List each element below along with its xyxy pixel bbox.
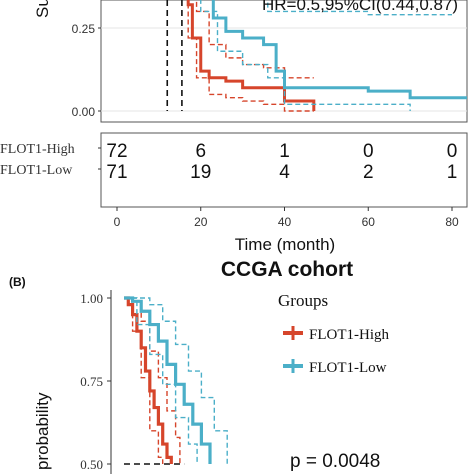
x-tick-label: 20: [194, 215, 208, 229]
series-a: [186, 0, 467, 112]
y-tick-label-a: 0.25: [72, 22, 96, 36]
risk-count: 1: [447, 162, 458, 183]
y-tick-label-b: 0.50: [80, 457, 103, 472]
risk-count: 72: [106, 141, 127, 162]
y-ticks-a: 0.25 0.00: [72, 22, 101, 119]
series-group-FLOT1-Low: [200, 0, 467, 111]
x-axis-label: Time (month): [235, 235, 335, 254]
median-lines-a: [166, 0, 183, 111]
risk-count: 71: [106, 162, 127, 183]
y-tick-label-b: 0.75: [80, 374, 103, 389]
ci-lower-FLOT1-Low: [200, 0, 411, 111]
survival-line-b-FLOT1-Low: [124, 296, 212, 464]
legend-label: FLOT1-High: [309, 327, 389, 343]
y-axis-label-b: probability: [33, 392, 52, 470]
risk-table-area: [100, 132, 468, 208]
chart-title-b: CCGA cohort: [221, 258, 353, 281]
risk-count: 4: [279, 162, 290, 183]
x-tick-label: 0: [114, 215, 121, 229]
legend-b: Groups FLOT1-High FLOT1-Low: [278, 291, 389, 376]
risk-count: 0: [447, 141, 458, 162]
ci-lower-FLOT1-High: [187, 0, 314, 112]
risk-count: 6: [195, 141, 206, 162]
series-b: [124, 296, 228, 465]
risk-count: 2: [363, 162, 374, 183]
risk-count: 1: [279, 141, 290, 162]
y-tick-label-b: 1.00: [80, 291, 103, 306]
y-ticks-b: 1.00 0.75 0.50: [80, 291, 111, 472]
legend-items: FLOT1-High FLOT1-Low: [283, 326, 389, 376]
ci-lower-b-FLOT1-High: [124, 297, 164, 464]
hr-annotation: HR=0.5,95%CI(0.44,0.87): [262, 0, 458, 14]
ci-upper-b-FLOT1-Low: [124, 297, 228, 464]
p-value-annotation: p = 0.0048: [290, 451, 380, 472]
survival-line-b-FLOT1-High: [124, 296, 173, 464]
y-tick-label-a: 0.00: [72, 105, 96, 119]
legend-label: FLOT1-Low: [309, 360, 387, 376]
risk-x-ticks: 0 20 40 60 80: [114, 207, 459, 229]
y-axis-label-a: Su: [33, 0, 52, 18]
risk-row-label: FLOT1-Low: [0, 163, 73, 178]
x-tick-label: 80: [445, 215, 459, 229]
ci-upper-FLOT1-High: [195, 0, 314, 79]
risk-row-label: FLOT1-High: [0, 142, 75, 157]
x-tick-label: 40: [278, 215, 292, 229]
legend-title: Groups: [278, 291, 328, 310]
survival-line-FLOT1-Low: [211, 0, 467, 100]
series-group-FLOT1-High: [186, 0, 316, 112]
survival-line-FLOT1-High: [186, 0, 316, 111]
ci-lower-b-FLOT1-Low: [124, 297, 198, 464]
x-tick-label: 60: [362, 215, 376, 229]
risk-count: 19: [190, 162, 211, 183]
km-plot-b: (B) CCGA cohort probability 1.00 0.75 0.50…: [9, 258, 389, 474]
km-plot-a: Su 0.25 0.00 HR=0.5,95%CI(0.44,0.87): [33, 0, 468, 123]
risk-count: 0: [363, 141, 374, 162]
panel-label-b: (B): [9, 275, 26, 289]
